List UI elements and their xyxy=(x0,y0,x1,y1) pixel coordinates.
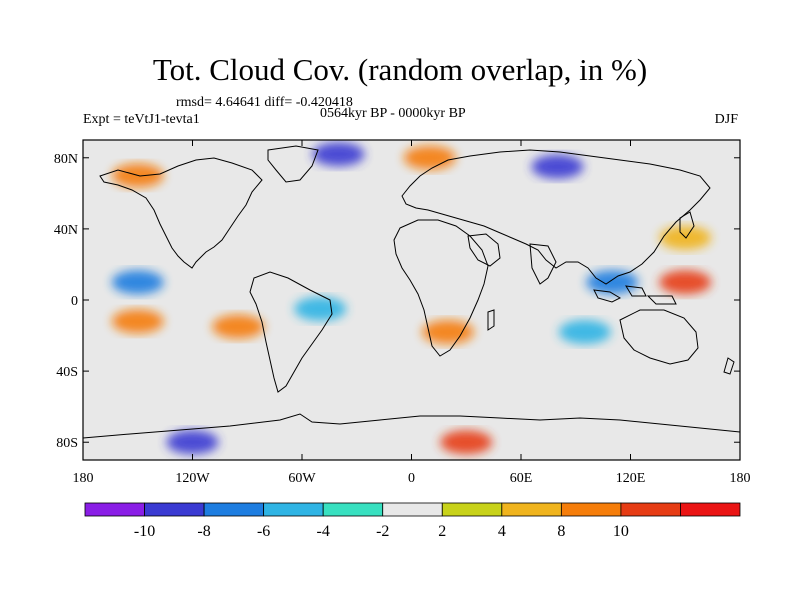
period-label: 0564kyr BP - 0000kyr BP xyxy=(320,106,466,121)
lon-tick-label: 0 xyxy=(408,471,415,486)
lat-tick-label: 80S xyxy=(56,436,78,451)
colorbar-bin xyxy=(382,502,443,517)
map-background xyxy=(83,140,740,460)
coastline-north-america xyxy=(99,157,263,269)
colorbar-label: 10 xyxy=(613,523,629,540)
anomaly-region-4 xyxy=(111,270,164,295)
lon-tick-label: 120W xyxy=(175,471,210,486)
colorbar-label: -6 xyxy=(257,523,270,540)
anomaly-region-8 xyxy=(586,270,639,295)
latitude-axis: 80N 40N 0 40S 80S xyxy=(54,152,740,451)
lat-tick-label: 40N xyxy=(54,223,78,238)
colorbar-label: -2 xyxy=(376,523,389,540)
colorbar-bin xyxy=(84,502,145,517)
anomaly-region-10 xyxy=(422,320,474,344)
experiment-label: Expt = teVtJ1-tevta1 xyxy=(83,112,200,127)
coastline-madagascar xyxy=(487,309,495,331)
lon-tick-label: 180 xyxy=(730,471,751,486)
colorbar-label: -4 xyxy=(317,523,330,540)
lat-tick-label: 80N xyxy=(54,152,78,167)
colorbar: -10 -8 -6 -4 -2 2 4 8 10 xyxy=(84,502,741,540)
anomaly-region-7 xyxy=(659,270,712,295)
lon-tick-label: 120E xyxy=(616,471,646,486)
lon-tick-label: 60E xyxy=(510,471,533,486)
colorbar-bin xyxy=(144,502,205,517)
lon-tick-label: 180 xyxy=(73,471,94,486)
colorbar-bin xyxy=(501,502,562,517)
anomaly-region-13 xyxy=(440,430,493,455)
anomaly-region-2 xyxy=(531,154,584,179)
longitude-axis: 180 120W 60W 0 60E 120E 180 xyxy=(73,140,751,486)
season-label: DJF xyxy=(714,112,738,127)
coastline-japan xyxy=(679,211,695,239)
colorbar-label: 2 xyxy=(438,523,446,540)
coastline-greenland xyxy=(267,145,319,183)
coastline-new-zealand xyxy=(723,357,735,375)
colorbar-label: 4 xyxy=(498,523,506,540)
colorbar-bin xyxy=(680,502,741,517)
anomaly-region-0 xyxy=(403,145,456,170)
anomaly-region-1 xyxy=(312,142,365,167)
coastline-india xyxy=(529,243,557,285)
coastline-antarctica xyxy=(83,413,740,439)
lon-tick-label: 60W xyxy=(288,471,316,486)
colorbar-bin xyxy=(203,502,265,517)
lat-tick-label: 0 xyxy=(71,294,78,309)
coastline-eurasia xyxy=(401,149,711,285)
colorbar-label: -10 xyxy=(134,523,155,540)
coastline-africa xyxy=(393,219,489,357)
colorbar-label: 8 xyxy=(557,523,565,540)
lat-tick-label: 40S xyxy=(56,365,78,380)
anomaly-region-5 xyxy=(111,309,164,334)
coastlines xyxy=(83,145,740,439)
coastline-arabia xyxy=(467,233,501,267)
colorbar-bin xyxy=(560,502,622,517)
anomaly-field xyxy=(111,142,712,455)
anomaly-region-6 xyxy=(212,314,265,339)
coastline-indonesia xyxy=(593,285,677,305)
colorbar-label: -8 xyxy=(197,523,210,540)
colorbar-bin xyxy=(620,502,681,517)
plot-title: Tot. Cloud Cov. (random overlap, in %) xyxy=(152,52,648,87)
anomaly-region-9 xyxy=(558,320,611,344)
coastline-south-america xyxy=(249,271,333,393)
colorbar-bin xyxy=(322,502,384,517)
colorbar-bin xyxy=(263,502,324,517)
coastline-australia xyxy=(619,309,699,365)
anomaly-region-11 xyxy=(294,296,347,321)
anomaly-region-12 xyxy=(166,430,219,455)
stats-text: rmsd= 4.64641 diff= -0.420418 xyxy=(176,95,353,110)
colorbar-bin xyxy=(441,502,503,517)
